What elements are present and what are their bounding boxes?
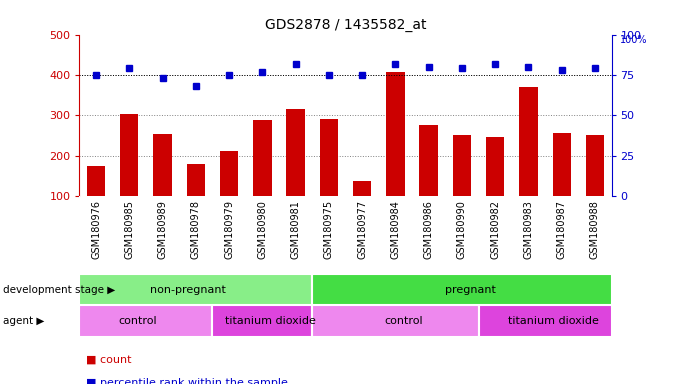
Text: GSM180985: GSM180985 bbox=[124, 200, 134, 259]
Bar bbox=[87, 166, 105, 196]
Bar bbox=[312, 305, 478, 337]
Text: GSM180975: GSM180975 bbox=[324, 200, 334, 259]
Bar bbox=[320, 119, 338, 196]
Bar bbox=[419, 125, 438, 196]
Text: 100%: 100% bbox=[620, 35, 647, 45]
Bar bbox=[586, 136, 604, 196]
Text: GSM180983: GSM180983 bbox=[523, 200, 533, 258]
Bar bbox=[253, 121, 272, 196]
Bar bbox=[79, 274, 312, 305]
Text: control: control bbox=[118, 316, 157, 326]
Text: ■ percentile rank within the sample: ■ percentile rank within the sample bbox=[86, 378, 288, 384]
Text: pregnant: pregnant bbox=[445, 285, 495, 295]
Text: GSM180979: GSM180979 bbox=[224, 200, 234, 259]
Text: GSM180989: GSM180989 bbox=[158, 200, 168, 258]
Text: GSM180988: GSM180988 bbox=[590, 200, 600, 258]
Bar bbox=[453, 136, 471, 196]
Text: ■ count: ■ count bbox=[86, 355, 132, 365]
Text: GSM180980: GSM180980 bbox=[257, 200, 267, 258]
Text: GSM180976: GSM180976 bbox=[91, 200, 101, 259]
Text: control: control bbox=[384, 316, 423, 326]
Text: GSM180987: GSM180987 bbox=[557, 200, 567, 259]
Text: GSM180986: GSM180986 bbox=[424, 200, 434, 258]
Text: GSM180977: GSM180977 bbox=[357, 200, 367, 259]
Text: GSM180981: GSM180981 bbox=[291, 200, 301, 258]
Text: titanium dioxide: titanium dioxide bbox=[508, 316, 599, 326]
Text: agent ▶: agent ▶ bbox=[3, 316, 45, 326]
Bar bbox=[478, 305, 612, 337]
Bar bbox=[312, 274, 612, 305]
Text: development stage ▶: development stage ▶ bbox=[3, 285, 115, 295]
Bar bbox=[187, 164, 205, 196]
Bar bbox=[386, 72, 404, 196]
Bar bbox=[519, 87, 538, 196]
Bar bbox=[553, 132, 571, 196]
Bar bbox=[79, 305, 212, 337]
Bar bbox=[353, 181, 371, 196]
Bar bbox=[486, 137, 504, 196]
Bar bbox=[153, 134, 172, 196]
Text: GSM180984: GSM180984 bbox=[390, 200, 400, 258]
Bar bbox=[287, 109, 305, 196]
Title: GDS2878 / 1435582_at: GDS2878 / 1435582_at bbox=[265, 18, 426, 32]
Text: titanium dioxide: titanium dioxide bbox=[225, 316, 316, 326]
Bar bbox=[120, 114, 138, 196]
Bar bbox=[220, 152, 238, 196]
Text: non-pregnant: non-pregnant bbox=[150, 285, 225, 295]
Text: GSM180990: GSM180990 bbox=[457, 200, 467, 258]
Text: GSM180978: GSM180978 bbox=[191, 200, 201, 259]
Bar bbox=[212, 305, 312, 337]
Text: GSM180982: GSM180982 bbox=[490, 200, 500, 259]
